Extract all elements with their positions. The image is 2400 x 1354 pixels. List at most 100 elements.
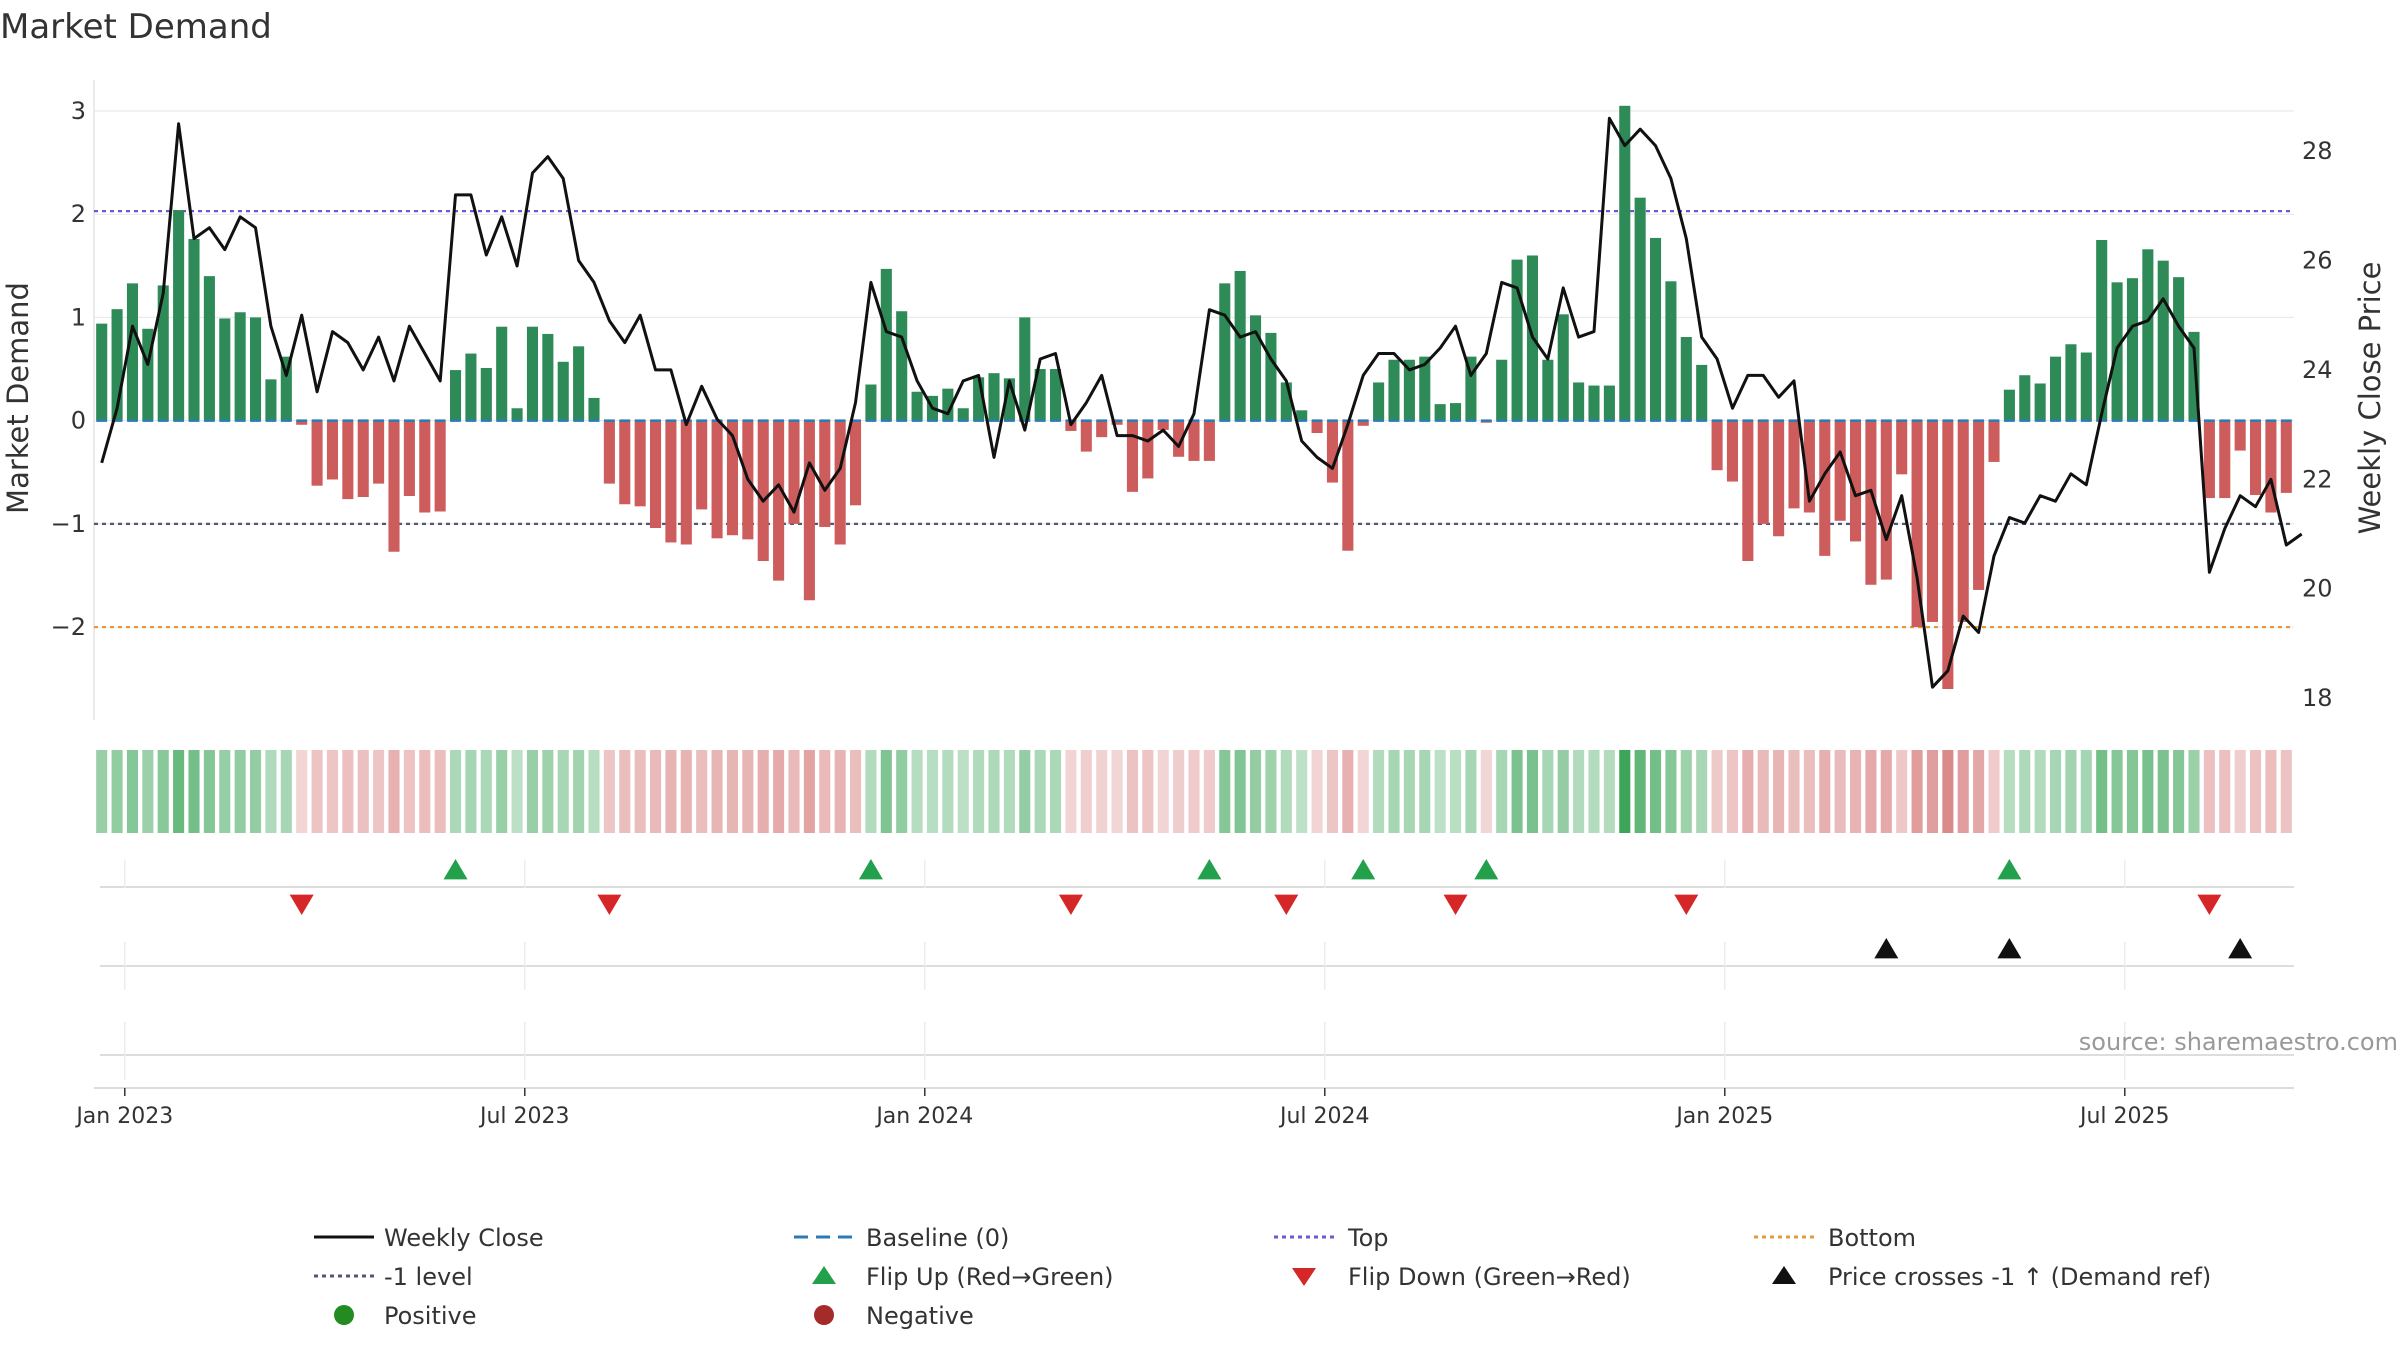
heat-cell-positive: [1003, 750, 1015, 833]
y2-tick-label: 18: [2302, 684, 2333, 712]
heat-cell-positive: [988, 750, 1000, 833]
demand-bar-positive: [2173, 277, 2185, 421]
demand-bar-negative: [403, 420, 415, 496]
demand-bar-positive: [1603, 385, 1615, 421]
demand-bar-positive: [1511, 259, 1523, 421]
legend-flip-up-label: Flip Up (Red→Green): [866, 1263, 1114, 1291]
price-cross-marker: [1874, 938, 1899, 959]
demand-bar-positive: [1680, 337, 1692, 421]
heat-cell-positive: [973, 750, 985, 833]
demand-bar-negative: [388, 420, 400, 552]
heat-cell-positive: [203, 750, 215, 833]
heat-cell-negative: [1342, 750, 1354, 833]
demand-bar-positive: [1434, 404, 1446, 421]
legend-baseline-label: Baseline (0): [866, 1224, 1009, 1252]
heat-cell-negative: [2234, 750, 2246, 833]
demand-bar-positive: [2050, 356, 2062, 421]
heat-cell-positive: [1542, 750, 1554, 833]
heat-cell-positive: [880, 750, 892, 833]
demand-bar-positive: [1250, 315, 1262, 421]
heat-cell-positive: [2034, 750, 2046, 833]
demand-bar-negative: [1865, 420, 1877, 585]
demand-bar-negative: [1850, 420, 1862, 542]
heat-cell-positive: [2157, 750, 2169, 833]
heat-cell-positive: [2019, 750, 2031, 833]
flip-down-marker: [597, 894, 622, 915]
demand-bar-positive: [250, 317, 262, 421]
flip-up-marker: [1474, 859, 1499, 880]
demand-bar-negative: [1788, 420, 1800, 509]
demand-bar-positive: [1003, 378, 1015, 421]
demand-bar-negative: [1173, 420, 1185, 457]
demand-bar-positive: [1450, 403, 1462, 421]
demand-bar-negative: [2280, 420, 2292, 493]
legend-bottom-label: Bottom: [1828, 1224, 1916, 1252]
demand-bar-negative: [1880, 420, 1892, 580]
heat-cell-negative: [373, 750, 385, 833]
heat-cell-negative: [803, 750, 815, 833]
heat-cell-positive: [1573, 750, 1585, 833]
heat-cell-positive: [2126, 750, 2138, 833]
heat-cell-positive: [2111, 750, 2123, 833]
heat-cell-negative: [419, 750, 431, 833]
heat-cell-positive: [1665, 750, 1677, 833]
heat-cell-negative: [357, 750, 369, 833]
demand-bars: [96, 105, 2292, 690]
heat-cell-positive: [96, 750, 108, 833]
demand-bar-positive: [496, 326, 508, 421]
heat-cell-positive: [957, 750, 969, 833]
demand-bar-negative: [773, 420, 785, 581]
demand-bar-positive: [1619, 105, 1631, 421]
heat-cell-positive: [1034, 750, 1046, 833]
demand-bar-positive: [557, 361, 569, 421]
x-tick-label: Jan 2025: [1674, 1104, 1773, 1129]
heat-cell-negative: [711, 750, 723, 833]
flip-down-marker: [2197, 894, 2222, 915]
legend-flip-up-swatch: [812, 1266, 836, 1284]
demand-bar-negative: [2250, 420, 2262, 495]
x-tick-label: Jul 2024: [1278, 1104, 1370, 1129]
x-tick-label: Jan 2023: [74, 1104, 173, 1129]
heat-cell-negative: [1188, 750, 1200, 833]
demand-bar-negative: [1096, 420, 1108, 438]
demand-bar-negative: [665, 420, 677, 543]
heat-cell-negative: [1080, 750, 1092, 833]
heat-cell-negative: [819, 750, 831, 833]
demand-bar-positive: [1296, 410, 1308, 421]
heat-cell-positive: [1450, 750, 1462, 833]
demand-bar-positive: [1496, 359, 1508, 421]
legend-cross-swatch: [1772, 1266, 1796, 1284]
demand-bar-positive: [157, 285, 169, 421]
heat-cell-positive: [2096, 750, 2108, 833]
demand-bar-positive: [2080, 352, 2092, 421]
demand-bar-positive: [234, 312, 246, 421]
heat-cell-positive: [2080, 750, 2092, 833]
demand-bar-negative: [1080, 420, 1092, 452]
demand-bar-positive: [1665, 281, 1677, 421]
heat-cell-positive: [1650, 750, 1662, 833]
heat-cell-positive: [2142, 750, 2154, 833]
heat-cell-negative: [1942, 750, 1954, 833]
heat-cell-negative: [2219, 750, 2231, 833]
heat-cell-negative: [2280, 750, 2292, 833]
y2-axis-label: Weekly Close Price: [2353, 262, 2387, 535]
heat-cell-positive: [111, 750, 123, 833]
demand-bar-positive: [1573, 382, 1585, 421]
y2-tick-label: 24: [2302, 356, 2333, 384]
heat-cell-positive: [911, 750, 923, 833]
flip-down-marker: [1674, 894, 1699, 915]
heat-cell-positive: [188, 750, 200, 833]
demand-bar-negative: [834, 420, 846, 545]
heat-cell-negative: [650, 750, 662, 833]
heat-cell-negative: [388, 750, 400, 833]
demand-bar-negative: [1926, 420, 1938, 622]
heat-cell-negative: [2265, 750, 2277, 833]
x-tick-label: Jan 2024: [874, 1104, 973, 1129]
demand-bar-positive: [973, 377, 985, 421]
heat-cell-positive: [234, 750, 246, 833]
heat-cell-positive: [1050, 750, 1062, 833]
demand-bar-negative: [1111, 420, 1123, 425]
y-tick-label: 3: [71, 97, 86, 125]
